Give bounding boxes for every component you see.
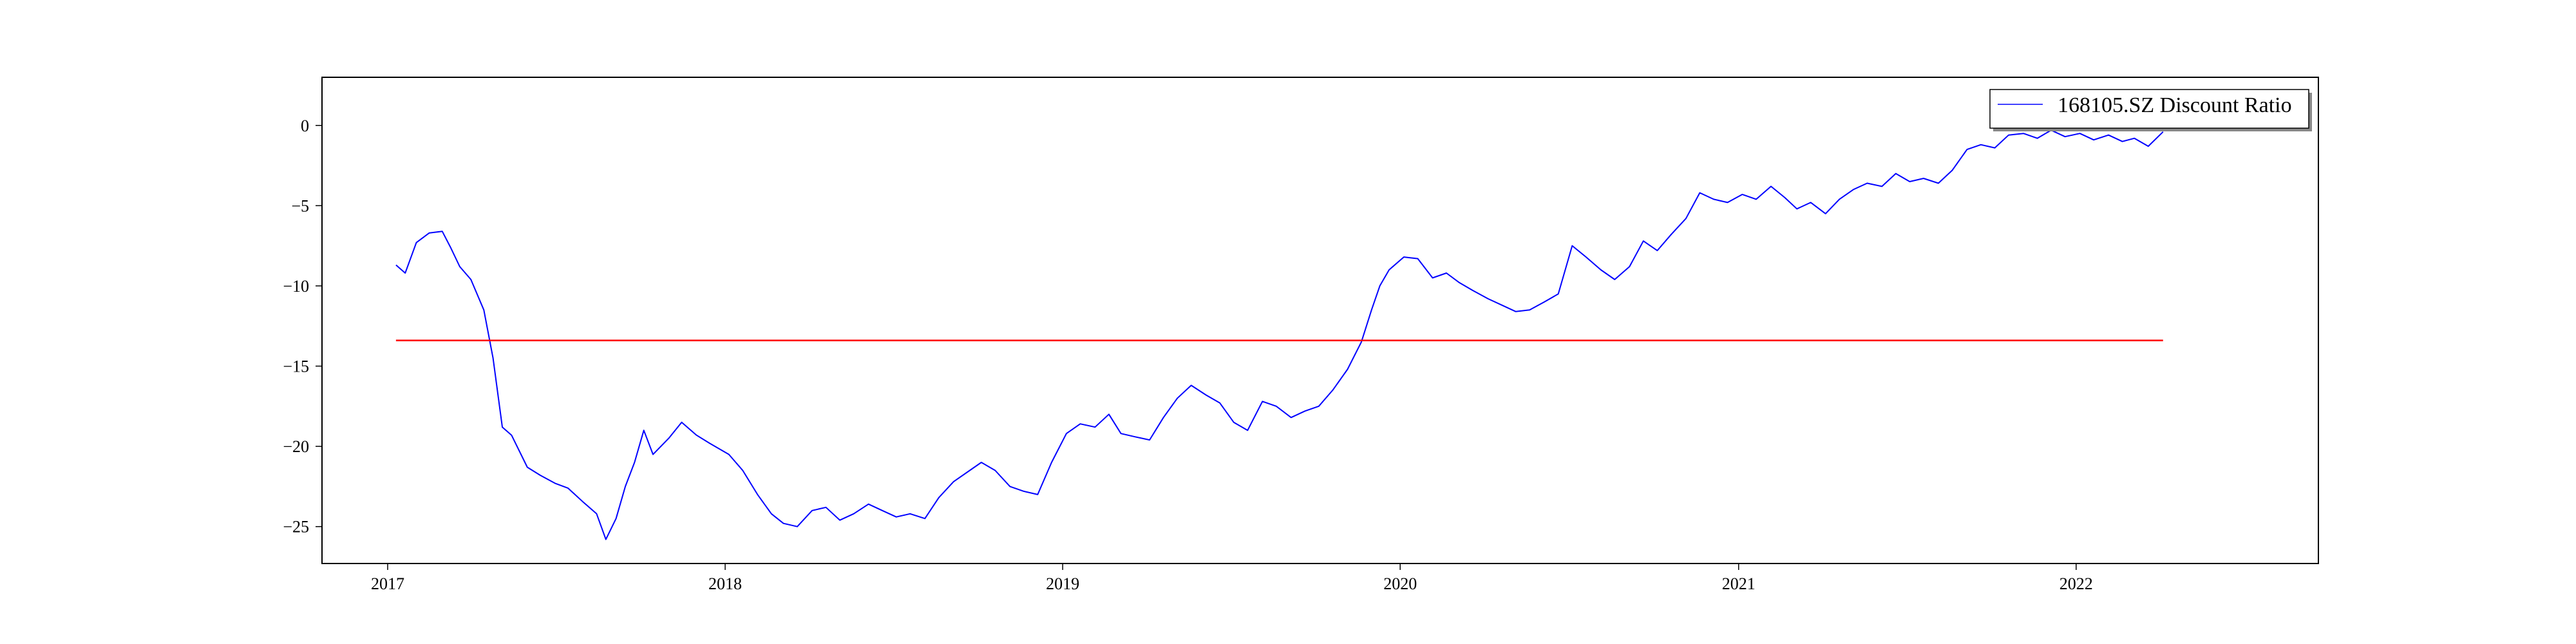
y-tick-label: −10 (283, 277, 309, 296)
x-tick-label: 2022 (2060, 574, 2093, 593)
x-axis: 2017 2018 2019 2020 2021 2022 (371, 564, 2093, 593)
y-tick-label: −15 (283, 357, 309, 376)
series-line-discount-ratio (395, 129, 2164, 540)
legend: 168105.SZ Discount Ratio (1989, 89, 2312, 131)
y-tick-label: −5 (291, 196, 309, 215)
legend-label: 168105.SZ Discount Ratio (2058, 93, 2292, 117)
x-tick-label: 2017 (371, 574, 404, 593)
x-tick-label: 2021 (1722, 574, 1756, 593)
x-tick-label: 2018 (708, 574, 742, 593)
y-tick-label: −20 (283, 437, 309, 456)
y-axis: 0 −5 −10 −15 −20 −25 (283, 117, 322, 536)
y-tick-label: −25 (283, 518, 309, 536)
y-tick-label: 0 (301, 117, 309, 135)
series-layer (395, 129, 2164, 540)
x-tick-label: 2019 (1046, 574, 1079, 593)
x-tick-label: 2020 (1383, 574, 1417, 593)
plot-background (322, 77, 2318, 564)
legend-box (1989, 89, 2309, 129)
plot-frame (321, 77, 2319, 564)
